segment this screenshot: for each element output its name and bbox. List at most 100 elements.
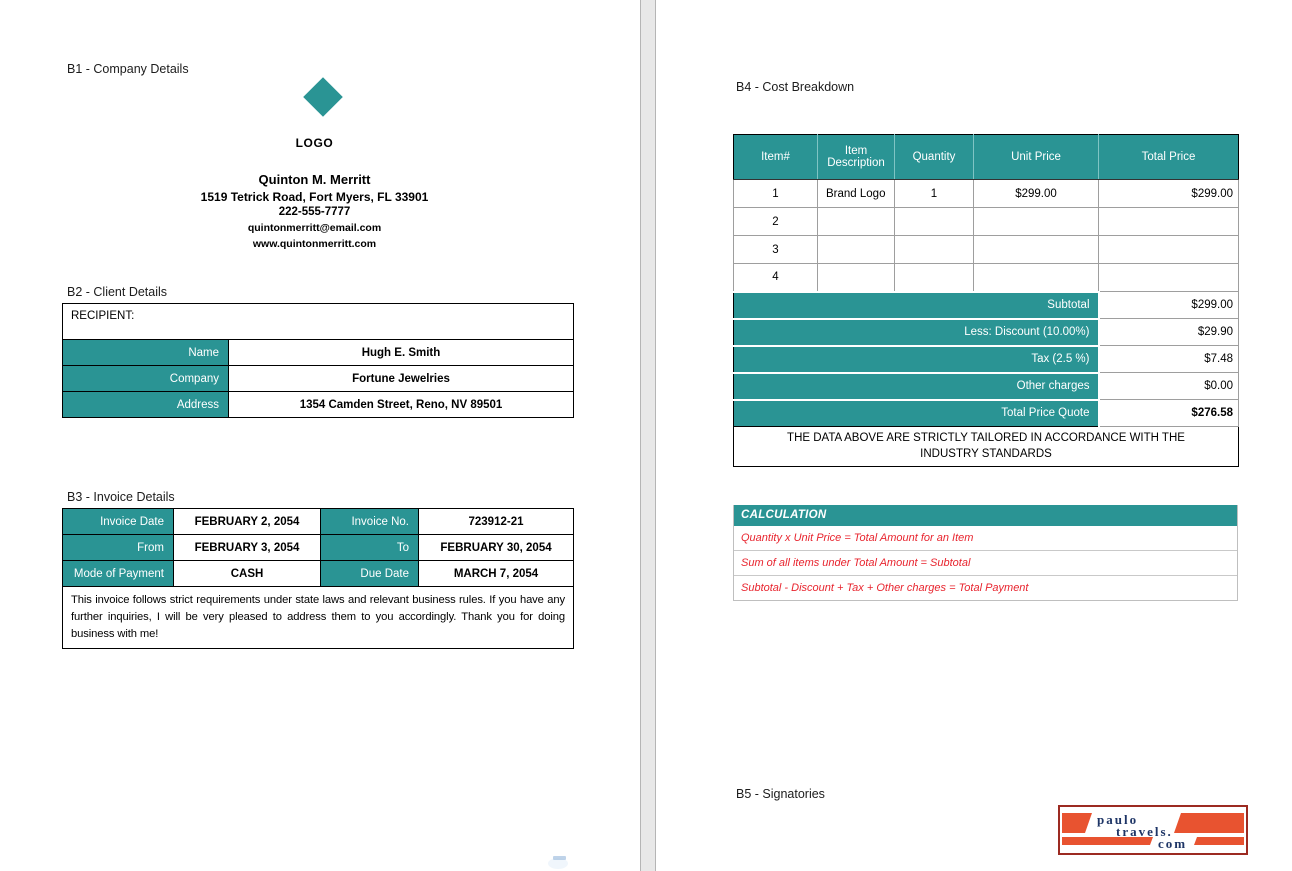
item-total-price: [1098, 235, 1239, 264]
item-total-price: [1098, 207, 1239, 236]
company-phone: 222-555-7777: [278, 206, 351, 218]
client-details-table: RECIPIENT: Name Hugh E. Smith Company Fo…: [61, 303, 575, 418]
period-to-value: FEBRUARY 30, 2054: [418, 534, 574, 561]
calculation-title: CALCULATION: [734, 505, 1237, 526]
tax-row: Tax (2.5 %) $7.48: [733, 344, 1239, 373]
invoice-no-label: Invoice No.: [320, 508, 419, 535]
table-row: 1 Brand Logo 1 $299.00 $299.00: [733, 179, 1239, 208]
logo-placeholder-text: LOGO: [295, 136, 334, 150]
company-name: Quinton M. Merritt: [258, 172, 371, 187]
calculation-rule: Quantity x Unit Price = Total Amount for…: [734, 526, 1237, 551]
item-description: [817, 263, 895, 292]
faint-edge-artifact-dash: [553, 856, 566, 860]
section-label-b1: B1 - Company Details: [67, 62, 189, 76]
invoice-note: This invoice follows strict requirements…: [62, 586, 574, 649]
logo-left-bar-shape: [1062, 837, 1153, 845]
col-header-unit-price: Unit Price: [973, 134, 1099, 180]
cost-table-footer-note: THE DATA ABOVE ARE STRICTLY TAILORED IN …: [733, 425, 1239, 467]
company-website: www.quintonmerritt.com: [252, 238, 377, 250]
table-row: THE DATA ABOVE ARE STRICTLY TAILORED IN …: [733, 425, 1239, 467]
section-label-b5: B5 - Signatories: [736, 787, 825, 801]
table-row: 3: [733, 235, 1239, 264]
item-description: [817, 207, 895, 236]
company-address: 1519 Tetrick Road, Fort Myers, FL 33901: [200, 190, 429, 204]
invoice-no-value: 723912-21: [418, 508, 574, 535]
item-no: 2: [733, 207, 818, 236]
item-unit-price: [973, 235, 1099, 264]
other-charges-row: Other charges $0.00: [733, 371, 1239, 400]
subtotal-label: Subtotal: [733, 290, 1100, 319]
table-row: 2: [733, 207, 1239, 236]
company-logo-diamond-icon: [302, 77, 343, 117]
section-label-b3: B3 - Invoice Details: [67, 490, 175, 504]
invoice-details-table: Invoice Date FEBRUARY 2, 2054 Invoice No…: [62, 508, 574, 649]
section-label-b4: B4 - Cost Breakdown: [736, 80, 855, 94]
client-name-label: Name: [62, 339, 229, 366]
col-header-description: Item Description: [817, 134, 895, 180]
tax-value: $7.48: [1098, 345, 1239, 373]
other-charges-label: Other charges: [733, 371, 1100, 400]
cost-header-row: Item# Item Description Quantity Unit Pri…: [733, 134, 1239, 180]
table-row: From FEBRUARY 3, 2054 To FEBRUARY 30, 20…: [62, 534, 574, 561]
table-row: RECIPIENT:: [61, 303, 575, 340]
subtotal-value: $299.00: [1098, 291, 1239, 319]
client-address-value: 1354 Camden Street, Reno, NV 89501: [227, 391, 575, 418]
table-row: Address 1354 Camden Street, Reno, NV 895…: [62, 391, 575, 418]
item-no: 3: [733, 235, 818, 264]
logo-right-bar-shape: [1194, 837, 1244, 845]
invoice-date-label: Invoice Date: [62, 508, 174, 535]
item-description: [817, 235, 895, 264]
item-unit-price: [973, 263, 1099, 292]
logo-right-block-shape: [1174, 813, 1244, 833]
period-to-label: To: [320, 534, 419, 561]
total-quote-row: Total Price Quote $276.58: [733, 398, 1239, 427]
total-quote-value: $276.58: [1098, 399, 1239, 427]
payment-mode-label: Mode of Payment: [62, 560, 174, 587]
item-quantity: 1: [894, 179, 974, 208]
table-row: Invoice Date FEBRUARY 2, 2054 Invoice No…: [62, 508, 574, 535]
cost-breakdown-table: Item# Item Description Quantity Unit Pri…: [733, 134, 1239, 468]
section-label-b2: B2 - Client Details: [67, 285, 168, 299]
col-header-item-no: Item#: [733, 134, 818, 180]
item-unit-price: $299.00: [973, 179, 1099, 208]
page-divider: [640, 0, 656, 871]
item-description: Brand Logo: [817, 179, 895, 208]
col-header-total-price: Total Price: [1098, 134, 1239, 180]
table-row: Mode of Payment CASH Due Date MARCH 7, 2…: [62, 560, 574, 587]
invoice-date-value: FEBRUARY 2, 2054: [173, 508, 321, 535]
client-name-value: Hugh E. Smith: [227, 339, 575, 366]
period-from-value: FEBRUARY 3, 2054: [173, 534, 321, 561]
due-date-label: Due Date: [320, 560, 419, 587]
calculation-rule: Sum of all items under Total Amount = Su…: [734, 551, 1237, 576]
period-from-label: From: [62, 534, 174, 561]
item-no: 4: [733, 263, 818, 292]
item-total-price: [1098, 263, 1239, 292]
item-quantity: [894, 263, 974, 292]
item-quantity: [894, 235, 974, 264]
item-unit-price: [973, 207, 1099, 236]
total-quote-label: Total Price Quote: [733, 398, 1100, 427]
table-row: 4: [733, 263, 1239, 292]
table-row: This invoice follows strict requirements…: [62, 586, 574, 649]
company-details-block: LOGO Quinton M. Merritt 1519 Tetrick Roa…: [62, 77, 567, 262]
discount-label: Less: Discount (10.00%): [733, 317, 1100, 346]
table-row: Company Fortune Jewelries: [62, 365, 575, 392]
item-no: 1: [733, 179, 818, 208]
logo-word-com: com: [1158, 836, 1187, 851]
logo-word-paulo: paulo: [1097, 812, 1138, 827]
tax-label: Tax (2.5 %): [733, 344, 1100, 373]
payment-mode-value: CASH: [173, 560, 321, 587]
logo-word-travels: travels.: [1116, 824, 1173, 839]
faint-edge-artifact: [548, 858, 568, 869]
discount-value: $29.90: [1098, 318, 1239, 346]
calculation-box: CALCULATION Quantity x Unit Price = Tota…: [733, 505, 1238, 601]
company-email: quintonmerritt@email.com: [247, 222, 382, 234]
item-total-price: $299.00: [1098, 179, 1239, 208]
client-address-label: Address: [62, 391, 229, 418]
due-date-value: MARCH 7, 2054: [418, 560, 574, 587]
discount-row: Less: Discount (10.00%) $29.90: [733, 317, 1239, 346]
logo-left-block-shape: [1062, 813, 1092, 833]
other-charges-value: $0.00: [1098, 372, 1239, 400]
calculation-rule: Subtotal - Discount + Tax + Other charge…: [741, 582, 1029, 594]
